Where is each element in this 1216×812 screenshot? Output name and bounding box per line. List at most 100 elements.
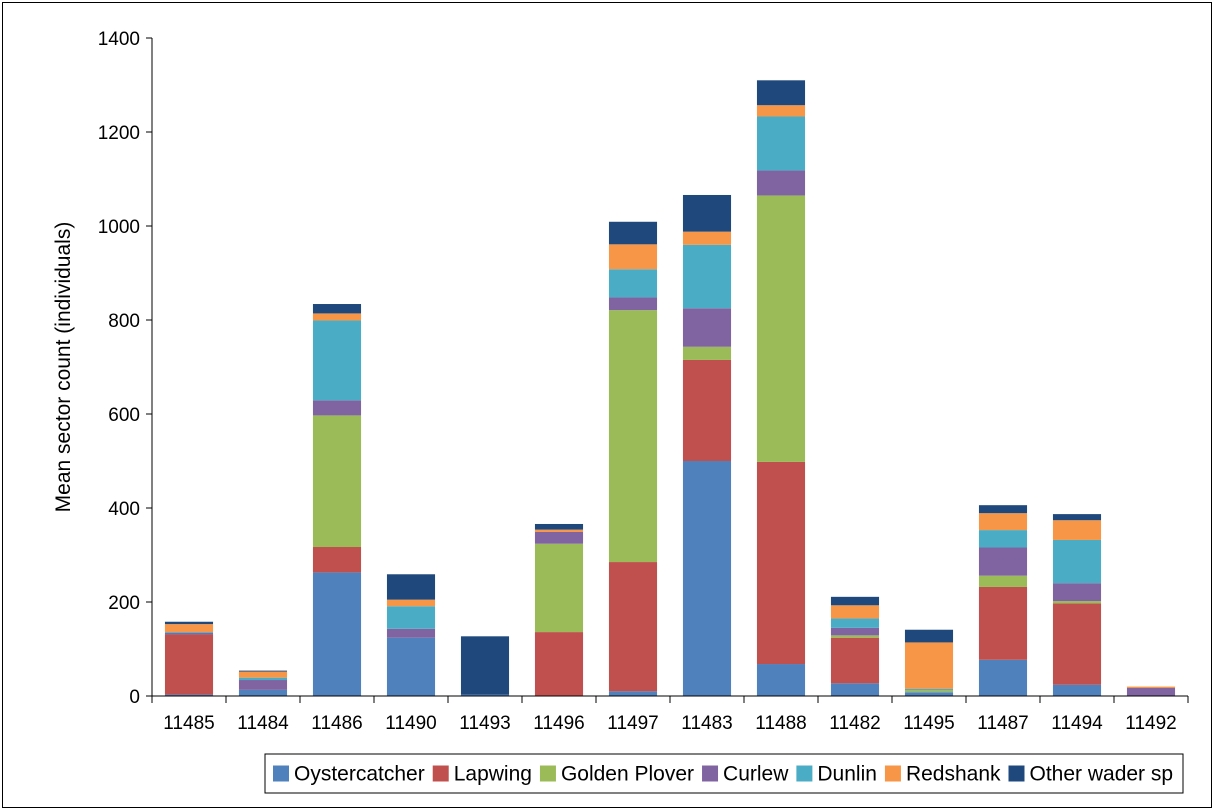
- x-tick-label: 11494: [1051, 713, 1103, 734]
- bars-layer: [164, 80, 1176, 696]
- legend-swatch: [702, 765, 719, 782]
- bar-segment: [534, 531, 584, 544]
- bar-segment: [978, 513, 1028, 531]
- bar-segment: [682, 244, 732, 309]
- bar-segment: [534, 632, 584, 696]
- y-tick-label: 1000: [98, 217, 140, 238]
- legend-swatch: [273, 765, 289, 782]
- bar-segment: [608, 297, 658, 311]
- bar-segment: [164, 633, 214, 635]
- x-tick-label: 11484: [237, 713, 289, 734]
- x-tick-label: 11490: [385, 713, 436, 734]
- x-tick-label: 11483: [681, 713, 732, 734]
- legend-swatch: [1008, 765, 1025, 782]
- bar-segment: [312, 313, 362, 321]
- bar-segment: [756, 116, 806, 171]
- bar-segment: [978, 586, 1028, 660]
- x-tick-label: 11493: [459, 713, 510, 734]
- x-tick-label: 11495: [903, 713, 954, 734]
- x-tick-label: 11485: [163, 713, 214, 734]
- bar-segment: [1052, 514, 1102, 521]
- bar-segment: [756, 664, 806, 696]
- bar-segment: [608, 221, 658, 245]
- bar-segment: [1052, 603, 1102, 685]
- bar-segment: [756, 80, 806, 106]
- bar-segment: [756, 170, 806, 196]
- bar-segment: [312, 415, 362, 548]
- legend-border: [264, 753, 1184, 794]
- legend-swatch: [884, 765, 901, 782]
- bar-segment: [386, 606, 436, 629]
- bar-segment: [164, 694, 214, 696]
- legend-label: Golden Plover: [561, 763, 694, 786]
- bar-segment: [830, 627, 880, 636]
- bar-segment: [904, 692, 954, 696]
- bar-segment: [978, 659, 1028, 696]
- x-tick-label: 11482: [829, 713, 880, 734]
- bar-segment: [312, 572, 362, 696]
- bar-segment: [904, 629, 954, 643]
- legend-swatch: [539, 765, 556, 782]
- bar-segment: [386, 637, 436, 696]
- bar-segment: [682, 308, 732, 347]
- bar-segment: [238, 680, 288, 690]
- x-tick-label: 11486: [311, 713, 362, 734]
- bar-segment: [1052, 684, 1102, 696]
- y-tick-label: 0: [129, 687, 140, 708]
- y-axis-ticks: 0 200 400 600 800 1000 1200 1400: [98, 29, 152, 708]
- bar-segment: [608, 244, 658, 270]
- legend-label: Lapwing: [454, 763, 532, 786]
- bar-segment: [164, 621, 214, 625]
- bar-segment: [830, 635, 880, 638]
- bar-segment: [756, 105, 806, 117]
- bar-segment: [682, 346, 732, 360]
- legend: Oystercatcher Lapwing Golden Plover Curlew D…: [264, 753, 1184, 794]
- y-tick-label: 400: [108, 499, 140, 520]
- y-tick-label: 1200: [98, 123, 140, 144]
- legend-label: Other wader sp: [1030, 763, 1174, 786]
- bar-segment: [608, 562, 658, 692]
- bar-segment: [1126, 688, 1176, 696]
- y-tick-label: 1400: [98, 29, 140, 50]
- legend-label: Redshank: [906, 763, 1001, 786]
- bar-segment: [238, 671, 288, 678]
- bar-segment: [978, 505, 1028, 514]
- x-tick-label: 11496: [533, 713, 584, 734]
- legend-swatch: [432, 765, 449, 782]
- bar-segment: [312, 547, 362, 573]
- bar-segment: [978, 547, 1028, 576]
- y-tick-label: 200: [108, 593, 140, 614]
- bar-segment: [386, 628, 436, 638]
- bar-segment: [682, 231, 732, 245]
- bar-segment: [756, 195, 806, 462]
- bar-segment: [978, 575, 1028, 587]
- bar-segment: [312, 304, 362, 314]
- y-tick-label: 600: [108, 405, 140, 426]
- x-axis-ticks: 11485 11484 11486 11490 11493 11496 11497 11483…: [151, 696, 1189, 734]
- bar-segment: [608, 269, 658, 298]
- bar-segment: [164, 632, 214, 634]
- bar-segment: [386, 574, 436, 600]
- bar-segment: [830, 637, 880, 684]
- bar-segment: [904, 690, 954, 693]
- bar-segment: [904, 688, 954, 691]
- bar-segment: [534, 523, 584, 530]
- bar-segment: [1052, 539, 1102, 584]
- x-tick-label: 11497: [607, 713, 658, 734]
- bar-segment: [682, 359, 732, 461]
- bar-segment: [608, 691, 658, 696]
- bar-segment: [164, 624, 214, 633]
- bar-segment: [534, 543, 584, 633]
- bar-segment: [238, 689, 288, 696]
- bar-segment: [682, 461, 732, 696]
- legend-label: Curlew: [723, 763, 789, 786]
- bar-segment: [460, 694, 510, 696]
- y-axis-title: Mean sector count (individuals): [52, 222, 75, 513]
- bar-segment: [1052, 601, 1102, 604]
- bar-segment: [1052, 520, 1102, 540]
- bar-segment: [830, 618, 880, 628]
- bar-segment: [830, 683, 880, 696]
- x-tick-label: 11488: [755, 713, 806, 734]
- bar-segment: [978, 530, 1028, 548]
